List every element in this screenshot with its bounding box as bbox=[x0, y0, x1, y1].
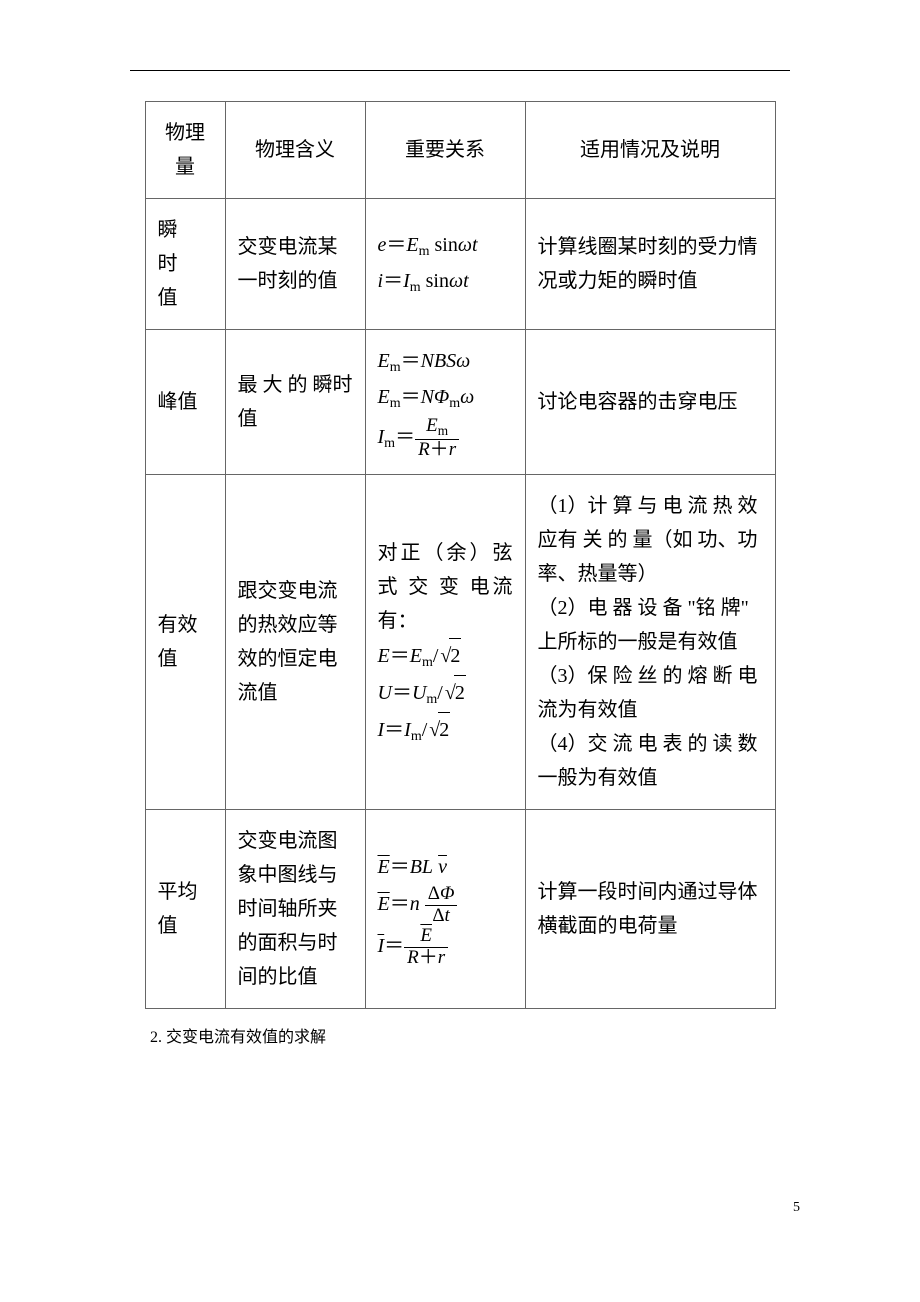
section-caption: 2. 交变电流有效值的求解 bbox=[150, 1023, 800, 1047]
cell-usage: 计算一段时间内通过导体横截面的电荷量 bbox=[525, 810, 775, 1009]
page-number: 5 bbox=[793, 1200, 800, 1216]
cell-quantity: 平均值 bbox=[145, 810, 225, 1009]
th-usage: 适用情况及说明 bbox=[525, 102, 775, 199]
usage-line: （3）保 险 丝 的 熔 断 电 流为有效值 bbox=[538, 659, 763, 727]
th-meaning: 物理含义 bbox=[225, 102, 365, 199]
table-row: 平均值 交变电流图象中图线与时间轴所夹的面积与时间的比值 E＝BL v E＝n … bbox=[145, 810, 775, 1009]
table-row: 瞬时值 交变电流某一时刻的值 e＝Em sinωt i＝Im sinωt 计算线… bbox=[145, 199, 775, 330]
table-row: 峰值 最 大 的 瞬时值 Em＝NBSω Em＝NΦmω Im＝EmR＋r 讨论… bbox=[145, 330, 775, 475]
cell-quantity: 峰值 bbox=[145, 330, 225, 475]
th-quantity: 物理量 bbox=[145, 102, 225, 199]
cell-meaning: 交变电流图象中图线与时间轴所夹的面积与时间的比值 bbox=[225, 810, 365, 1009]
formula-intro: 对正（余）弦 式 交 变 电流有： bbox=[378, 536, 513, 638]
cell-relation: 对正（余）弦 式 交 变 电流有： E＝Em/2 U＝Um/2 I＝Im/2 bbox=[365, 475, 525, 810]
cell-usage: 讨论电容器的击穿电压 bbox=[525, 330, 775, 475]
cell-relation: E＝BL v E＝n ΔΦΔt I＝ER＋r bbox=[365, 810, 525, 1009]
cell-meaning: 跟交变电流的热效应等效的恒定电流值 bbox=[225, 475, 365, 810]
cell-quantity: 瞬时值 bbox=[145, 199, 225, 330]
usage-line: （1）计 算 与 电 流 热 效 应有 关 的 量（如 功、功 率、热量等） bbox=[538, 489, 763, 591]
cell-usage: 计算线圈某时刻的受力情况或力矩的瞬时值 bbox=[525, 199, 775, 330]
usage-line: （4）交 流 电 表 的 读 数 一般为有效值 bbox=[538, 727, 763, 795]
table-row: 有效值 跟交变电流的热效应等效的恒定电流值 对正（余）弦 式 交 变 电流有： … bbox=[145, 475, 775, 810]
cell-relation: e＝Em sinωt i＝Im sinωt bbox=[365, 199, 525, 330]
table-header-row: 物理量 物理含义 重要关系 适用情况及说明 bbox=[145, 102, 775, 199]
cell-quantity: 有效值 bbox=[145, 475, 225, 810]
cell-meaning: 交变电流某一时刻的值 bbox=[225, 199, 365, 330]
cell-usage: （1）计 算 与 电 流 热 效 应有 关 的 量（如 功、功 率、热量等） （… bbox=[525, 475, 775, 810]
cell-relation: Em＝NBSω Em＝NΦmω Im＝EmR＋r bbox=[365, 330, 525, 475]
usage-line: （2）电 器 设 备 "铭 牌" 上所标的一般是有效值 bbox=[538, 591, 763, 659]
top-rule bbox=[130, 70, 790, 71]
physics-table: 物理量 物理含义 重要关系 适用情况及说明 瞬时值 交变电流某一时刻的值 e＝E… bbox=[145, 101, 776, 1009]
th-relation: 重要关系 bbox=[365, 102, 525, 199]
cell-meaning: 最 大 的 瞬时值 bbox=[225, 330, 365, 475]
